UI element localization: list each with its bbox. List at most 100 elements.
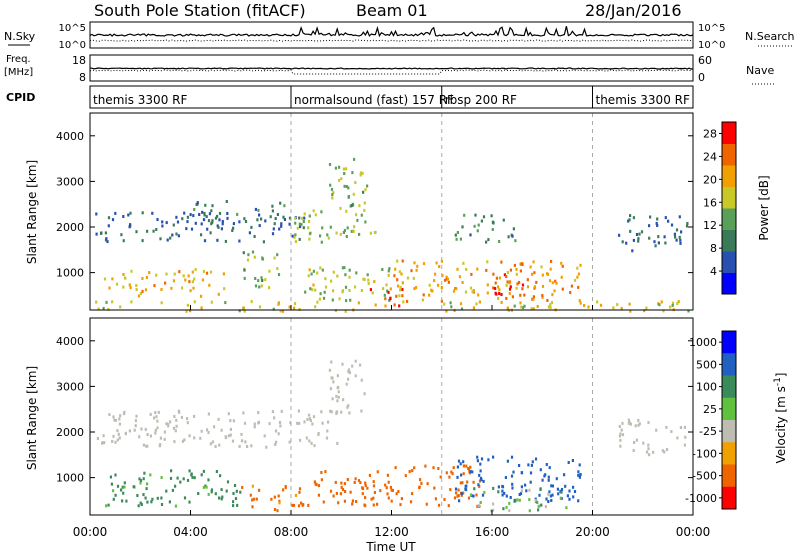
range-gate-cell: [397, 490, 400, 493]
range-gate-cell: [485, 268, 488, 272]
range-gate-cell: [657, 302, 660, 306]
range-gate-cell: [480, 457, 484, 461]
range-gate-cell: [119, 305, 122, 309]
range-gate-cell: [220, 488, 223, 492]
range-gate-cell: [498, 276, 501, 280]
range-gate-cell: [283, 218, 286, 221]
range-gate-cell: [492, 486, 495, 490]
range-gate-cell: [288, 222, 291, 226]
range-gate-cell: [503, 491, 506, 495]
range-gate-cell: [232, 226, 235, 230]
range-gate-cell: [241, 486, 244, 489]
range-gate-cell: [327, 420, 330, 424]
range-gate-cell: [430, 288, 433, 292]
range-gate-cell: [105, 300, 108, 304]
range-gate-cell: [568, 497, 571, 501]
range-gate-cell: [449, 488, 452, 492]
range-gate-cell: [235, 489, 238, 493]
range-gate-cell: [293, 235, 296, 239]
range-gate-cell: [545, 463, 548, 466]
range-gate-cell: [469, 493, 473, 497]
range-gate-cell: [280, 224, 283, 228]
time-axis-label: Time UT: [365, 540, 416, 554]
range-gate-cell: [647, 421, 650, 425]
range-gate-cell: [141, 211, 144, 215]
range-gate-cell: [280, 409, 283, 413]
range-gate-cell: [203, 239, 207, 243]
range-gate-cell: [121, 485, 124, 489]
range-gate-cell: [480, 219, 483, 223]
range-gate-cell: [551, 484, 554, 488]
range-gate-cell: [253, 425, 256, 429]
range-gate-cell: [181, 439, 184, 443]
range-gate-cell: [238, 239, 241, 243]
nave-trace: [89, 69, 694, 75]
range-gate-cell: [472, 306, 475, 310]
range-gate-cell: [518, 493, 521, 496]
range-gate-cell: [337, 395, 340, 399]
range-gate-cell: [97, 307, 100, 311]
range-gate-cell: [529, 265, 532, 269]
range-gate-cell: [294, 493, 298, 497]
range-gate-cell: [428, 283, 431, 287]
range-gate-cell: [508, 501, 511, 505]
range-gate-cell: [400, 497, 403, 501]
range-gate-cell: [242, 411, 245, 415]
range-gate-cell: [487, 238, 490, 242]
range-gate-cell: [271, 232, 275, 236]
range-gate-cell: [217, 292, 220, 296]
range-gate-cell: [191, 475, 194, 479]
range-gate-cell: [628, 302, 631, 306]
range-gate-cell: [351, 171, 354, 175]
range-gate-cell: [387, 269, 390, 273]
range-gate-cell: [457, 494, 460, 497]
range-gate-cell: [437, 283, 440, 287]
range-gate-cell: [501, 484, 504, 488]
range-gate-cell: [637, 418, 640, 422]
colorbar-swatch: [722, 229, 736, 252]
range-gate-cell: [345, 209, 348, 213]
range-gate-cell: [112, 434, 115, 438]
range-gate-cell: [209, 270, 213, 274]
range-gate-cell: [369, 231, 372, 235]
range-gate-cell: [206, 428, 209, 432]
range-gate-cell: [578, 463, 581, 467]
range-gate-cell: [541, 294, 544, 297]
range-gate-cell: [524, 483, 527, 487]
range-gate-cell: [243, 309, 246, 313]
range-gate-cell: [283, 204, 286, 208]
range-gate-cell: [612, 306, 615, 310]
range-gate-cell: [239, 490, 242, 494]
colorbar-tick-label: 25: [703, 403, 717, 416]
range-gate-cell: [123, 276, 127, 280]
range-gate-cell: [274, 443, 277, 446]
range-gate-cell: [335, 394, 338, 398]
range-gate-cell: [683, 425, 686, 429]
range-gate-cell: [261, 279, 264, 282]
range-gate-cell: [307, 274, 310, 278]
x-tick-label: 12:00: [374, 525, 409, 539]
range-gate-cell: [200, 306, 203, 310]
range-gate-cell: [676, 302, 679, 305]
range-gate-cell: [298, 421, 301, 425]
range-gate-cell: [177, 234, 180, 238]
range-gate-cell: [437, 503, 441, 507]
range-gate-cell: [508, 509, 511, 513]
range-gate-cell: [618, 233, 621, 237]
range-gate-cell: [656, 217, 659, 221]
range-gate-cell: [536, 501, 539, 504]
range-gate-cell: [476, 504, 479, 508]
range-gate-cell: [108, 413, 111, 417]
range-gate-cell: [208, 283, 211, 287]
range-gate-cell: [440, 259, 443, 263]
range-gate-cell: [387, 480, 390, 484]
range-gate-cell: [664, 216, 667, 220]
x-tick-label: 04:00: [173, 525, 208, 539]
range-gate-cell: [457, 488, 460, 492]
range-gate-cell: [116, 429, 119, 433]
range-gate-cell: [343, 482, 346, 486]
range-gate-cell: [578, 475, 581, 479]
range-gate-cell: [166, 238, 169, 242]
range-gate-cell: [415, 268, 418, 272]
